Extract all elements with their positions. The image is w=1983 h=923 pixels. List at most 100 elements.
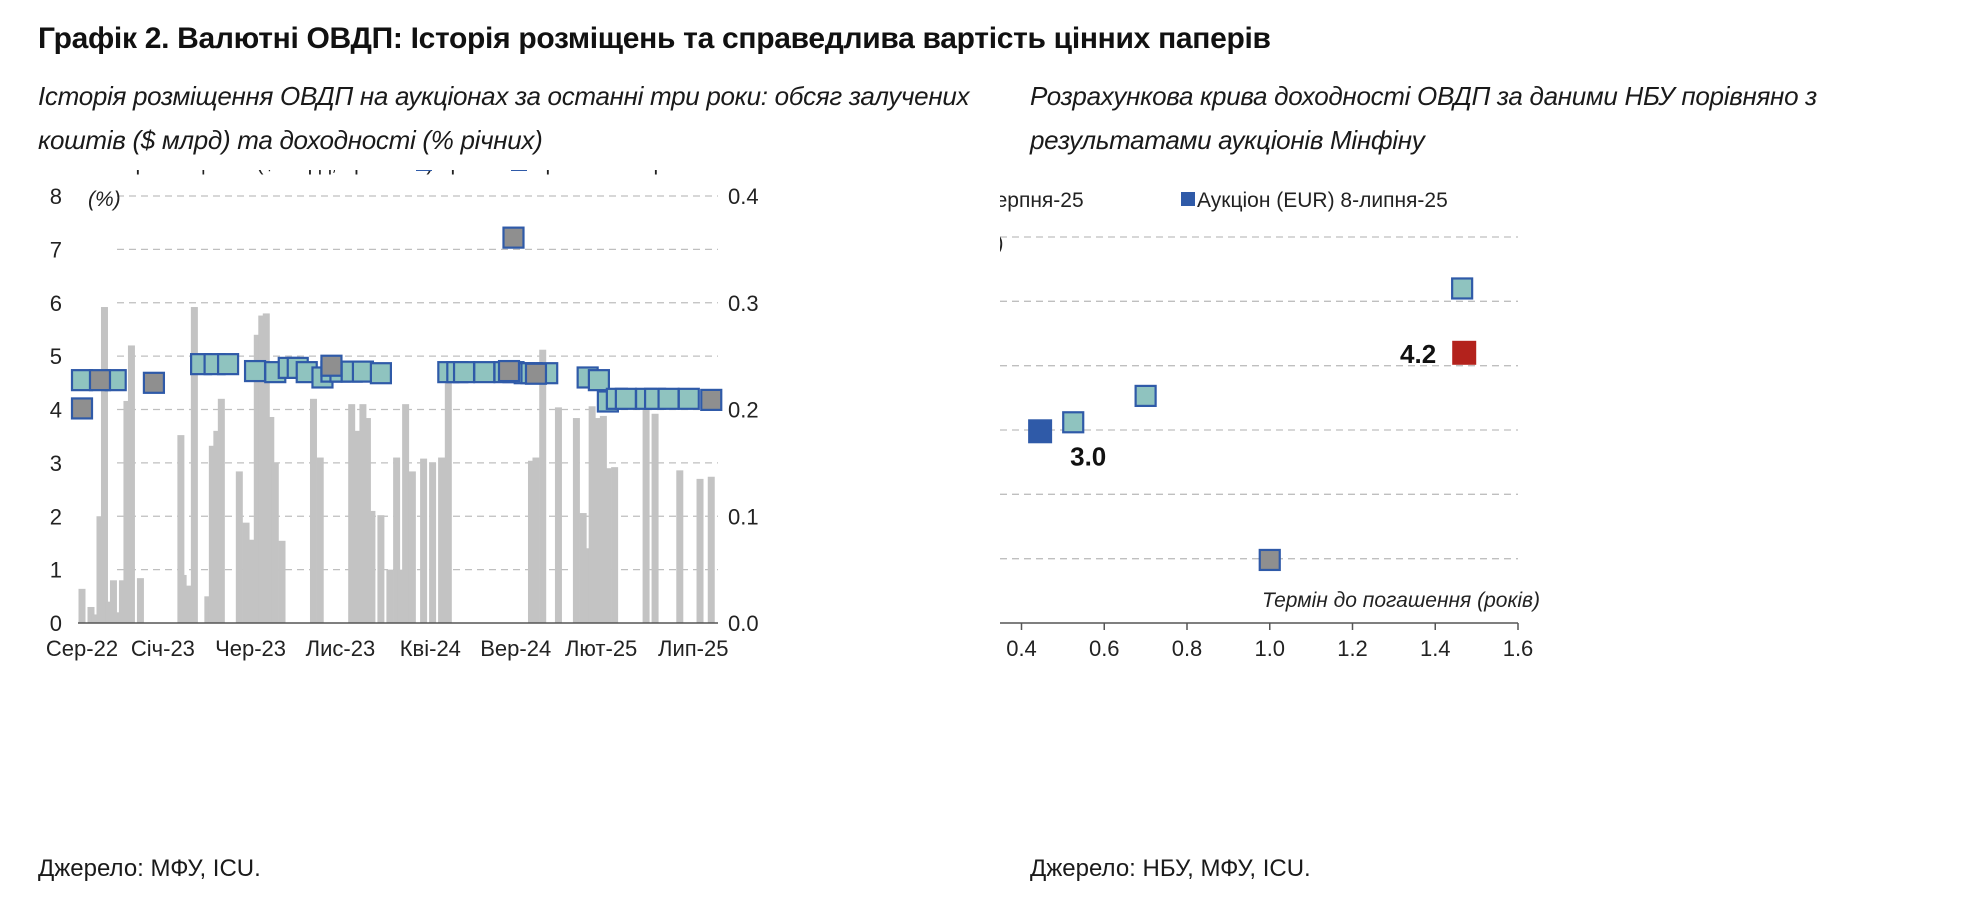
volume-bar: [100, 307, 108, 623]
volume-bar: [184, 585, 192, 623]
legend-item-3: 2 роки: [511, 170, 590, 175]
y-left-tick-label: 8: [50, 184, 62, 209]
left-chart-source: Джерело: МФУ, ICU.: [38, 855, 261, 882]
marker-2y: [700, 388, 723, 411]
volume-bar: [348, 404, 356, 623]
volume-bar: [377, 515, 385, 623]
x-tick-label: 0.4: [1006, 636, 1037, 661]
x-tick-label: 1.6: [1503, 636, 1534, 661]
x-tick-label: Лип-25: [658, 636, 728, 661]
eur-auction-marker: [1028, 419, 1053, 444]
legend-item-2: 1 рік: [416, 170, 477, 175]
volume-bar: [242, 522, 250, 623]
y-left-tick-label: 4: [50, 398, 62, 423]
usd-yield-marker: [1062, 411, 1085, 434]
y-right-tick-label: 0.2: [728, 398, 759, 423]
volume-bar: [579, 513, 587, 623]
x-tick-label: 0.6: [1089, 636, 1120, 661]
volume-bar: [253, 334, 261, 623]
x-tick-label: Сер-22: [46, 636, 118, 661]
marker-2y: [142, 371, 166, 394]
volume-bar: [368, 510, 376, 623]
x-tick-label: 1.0: [1254, 636, 1285, 661]
volume-bar: [707, 476, 715, 623]
volume-bar: [127, 345, 135, 623]
right-chart-source: Джерело: НБУ, МФУ, ICU.: [1030, 855, 1311, 882]
volume-bar: [359, 404, 367, 623]
volume-bar: [91, 614, 99, 623]
legend-label: Аукціон (USD) 5-серпня-25: [1000, 189, 1084, 212]
volume-bar: [118, 580, 126, 623]
marker-2y: [524, 362, 548, 385]
volume-bar: [429, 462, 437, 623]
volume-bar: [87, 606, 95, 623]
x-tick-label: Вер-24: [480, 636, 551, 661]
x-axis-title: Термін до погашення (років): [1262, 589, 1540, 612]
legend-item-3: Аукціон (USD) 5-серпня-25: [1000, 189, 1084, 212]
marker-1y: [677, 387, 700, 410]
y-left-tick-label: 2: [50, 504, 62, 529]
volume-bar: [554, 407, 562, 623]
right-chart-subtitle: Розрахункова крива доходності ОВДП за да…: [1030, 81, 1817, 155]
legend-label: Аукціон (EUR) 8-липня-25: [1197, 189, 1448, 212]
volume-bar: [595, 418, 603, 623]
volume-bar: [393, 457, 401, 623]
y-left-tick-label: 5: [50, 344, 62, 369]
left-chart-subtitle: Історія розміщення ОВДП на аукціонах за …: [38, 81, 970, 155]
yield-curve-chart: Дохідності ОВДП (USD) за 18-серпня-25Дох…: [1000, 189, 1540, 661]
volume-bar: [588, 406, 596, 623]
volume-bar: [572, 418, 580, 623]
marker-2y: [497, 359, 521, 383]
volume-bar: [217, 398, 225, 623]
volume-bar: [114, 612, 122, 623]
volume-bar: [611, 467, 619, 623]
usd-yield-marker: [1451, 277, 1474, 300]
volume-bar: [267, 416, 275, 623]
volume-bar: [123, 400, 131, 623]
y-right-tick-label: 0.4: [728, 184, 759, 209]
volume-bar: [696, 478, 704, 623]
legend-label: Обсяг розміщення ($ млрд, прав.шк.): [72, 170, 433, 175]
volume-bar: [532, 457, 540, 623]
legend-item-1: Обсяг розміщення ($ млрд, прав.шк.): [72, 170, 433, 175]
volume-bar: [408, 471, 416, 623]
y-left-tick-label: 0: [50, 611, 62, 636]
legend-label: 1 рік: [433, 170, 477, 175]
usd-yield-marker: [1134, 384, 1157, 408]
y-right-tick-label: 0.3: [728, 291, 759, 316]
y-right-tick-label: 0.0: [728, 611, 759, 636]
marker-1y: [216, 353, 240, 376]
volume-bar: [177, 435, 185, 623]
volume-bar: [190, 307, 198, 623]
x-tick-label: 1.2: [1337, 636, 1368, 661]
volume-bar: [642, 405, 650, 623]
volume-bar: [235, 471, 243, 623]
x-tick-label: Чер-23: [215, 636, 286, 661]
marker-2y: [70, 397, 94, 420]
volume-bar: [604, 468, 612, 623]
volume-bar: [258, 315, 266, 623]
volume-bar: [262, 313, 270, 623]
volume-bar: [363, 418, 371, 623]
volume-bar: [354, 430, 362, 623]
marker-1y: [243, 359, 267, 383]
volume-bar: [179, 574, 187, 623]
volume-bar: [444, 375, 452, 623]
legend-label: 3 роки: [636, 170, 698, 175]
data-label: 4.2: [1400, 339, 1436, 369]
marker-1y: [473, 361, 496, 384]
volume-bar: [316, 457, 324, 623]
legend-swatch: [1181, 192, 1195, 206]
marker-1y: [452, 361, 476, 384]
volume-bar: [420, 458, 428, 623]
legend-item-4: Аукціон (EUR) 8-липня-25: [1181, 189, 1448, 212]
volume-bar: [539, 349, 547, 623]
volume-bar: [402, 404, 410, 623]
eur-yield-marker: [1258, 548, 1281, 572]
marker-1y: [587, 369, 610, 392]
y-left-tick-label: 6: [50, 291, 62, 316]
volume-bar: [249, 539, 257, 623]
x-tick-label: Лис-23: [306, 636, 376, 661]
volume-bar: [105, 601, 113, 623]
